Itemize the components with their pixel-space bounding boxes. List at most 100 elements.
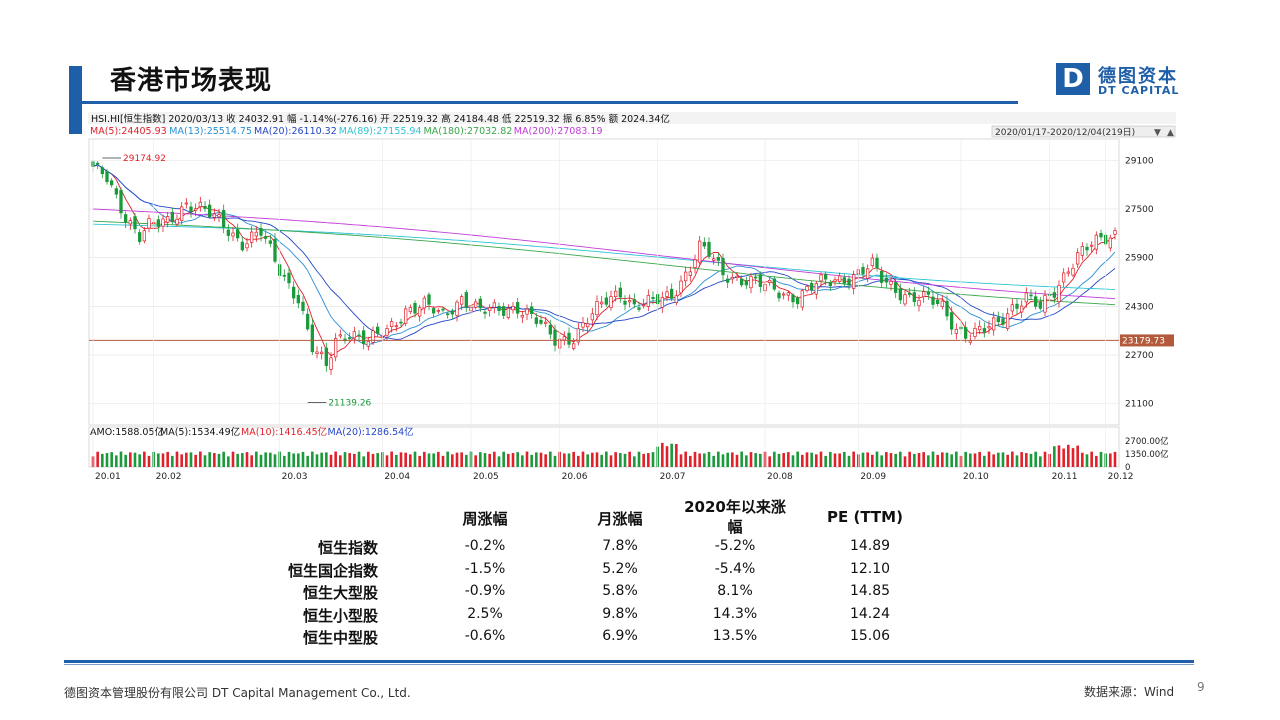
- chart-background: [87, 111, 1177, 481]
- candle-body: [996, 317, 1000, 323]
- candle-body: [791, 294, 795, 303]
- candle-body: [385, 328, 389, 336]
- volume-bar: [283, 455, 286, 467]
- candle-body: [488, 307, 492, 311]
- candle-body: [1071, 267, 1075, 276]
- candle-body: [838, 275, 842, 283]
- candle-body: [133, 216, 137, 230]
- candle-body: [422, 297, 426, 309]
- volume-bar: [927, 455, 930, 467]
- volume-bar: [544, 454, 547, 467]
- volume-bar: [348, 453, 351, 467]
- candle-body: [460, 296, 464, 305]
- volume-bar: [717, 451, 720, 467]
- col-header-ytd-line2: 幅: [727, 518, 743, 536]
- volume-bar: [1034, 451, 1037, 467]
- candle-body: [105, 170, 109, 183]
- candle-body: [609, 296, 613, 308]
- volume-bar: [777, 453, 781, 467]
- volume-bar: [213, 453, 216, 467]
- table-cell-1-0: -1.5%: [464, 560, 506, 577]
- table-cell-0-3: 14.89: [849, 538, 891, 554]
- logo-name-cn: 德图资本: [1098, 66, 1178, 87]
- volume-bar: [479, 452, 482, 467]
- candle-body: [1038, 302, 1042, 309]
- date-range-dropdown-icon[interactable]: ▼: [1154, 128, 1161, 138]
- volume-bar: [605, 451, 608, 467]
- table-cell-1-1: 5.2%: [602, 560, 638, 577]
- candle-body: [852, 274, 856, 289]
- candle-body: [511, 305, 515, 311]
- candle-body: [292, 286, 296, 299]
- volume-bar: [194, 454, 197, 467]
- volume-bar: [754, 453, 757, 467]
- candle-body: [805, 286, 809, 291]
- row-label-0: 恒生指数: [317, 539, 378, 557]
- expand-icon[interactable]: ▲: [1167, 128, 1174, 138]
- info-line: HSI.HI[恒生指数] 2020/03/13 收 24032.91 幅 -1.…: [91, 113, 670, 125]
- table-cell-0-2: -5.2%: [714, 538, 756, 554]
- candle-body: [712, 258, 716, 261]
- candle-body: [987, 326, 991, 329]
- volume-bar: [264, 452, 267, 467]
- volume-bar: [488, 453, 491, 467]
- candle-body: [628, 300, 632, 303]
- volume-bar: [614, 452, 617, 467]
- candle-body: [534, 317, 538, 324]
- volume-bar: [1025, 453, 1028, 467]
- candle-body: [464, 292, 468, 308]
- volume-bar: [941, 452, 944, 467]
- volume-bar: [829, 451, 832, 467]
- candle-body: [842, 277, 846, 284]
- candle-body: [1099, 233, 1103, 238]
- candle-body: [772, 278, 776, 290]
- candle-body: [1001, 318, 1005, 325]
- candle-body: [357, 334, 361, 337]
- candle-body: [525, 308, 529, 315]
- volume-bar: [437, 451, 440, 467]
- candle-body: [189, 206, 193, 213]
- volume-bar: [997, 452, 1000, 467]
- candle-body: [847, 278, 851, 286]
- volume-bar: [297, 453, 300, 467]
- volume-bar: [222, 451, 225, 467]
- volume-bar: [315, 454, 319, 467]
- volume-bar: [633, 456, 636, 467]
- volume-bar: [553, 455, 557, 467]
- x-tick-label-8: 20.09: [860, 472, 886, 481]
- x-tick-label-7: 20.08: [767, 472, 793, 481]
- volume-bar: [497, 456, 501, 467]
- candle-body: [618, 287, 622, 298]
- candle-body: [702, 241, 706, 247]
- candle-body: [530, 306, 534, 314]
- footer-rule: [64, 660, 1194, 663]
- volume-bar: [133, 452, 137, 467]
- candle-body: [450, 310, 454, 315]
- volume-bar: [567, 453, 571, 467]
- volume-bar: [147, 455, 151, 467]
- volume-bar: [969, 453, 972, 467]
- candle-body: [1080, 246, 1084, 256]
- volume-bar: [922, 452, 925, 467]
- candle-body: [758, 274, 762, 287]
- volume-bar: [1015, 455, 1019, 467]
- candle-body: [287, 272, 291, 284]
- candle-body: [306, 313, 310, 330]
- volume-bar: [353, 453, 356, 467]
- candle-body: [992, 317, 996, 331]
- volume-bar: [731, 452, 734, 467]
- company-logo-icon: D: [1056, 63, 1090, 95]
- candle-body: [441, 308, 445, 311]
- volume-bar: [950, 454, 953, 467]
- volume-bar: [189, 452, 193, 467]
- volume-bar: [684, 451, 687, 467]
- candle-body: [688, 271, 692, 276]
- volume-bar: [362, 456, 365, 467]
- volume-bar: [693, 451, 697, 467]
- volume-bar: [1099, 451, 1103, 467]
- date-range-box[interactable]: [991, 125, 1176, 138]
- x-tick-label-10: 20.11: [1052, 472, 1078, 481]
- volume-bar: [880, 455, 883, 467]
- x-tick-label-1: 20.02: [156, 472, 182, 481]
